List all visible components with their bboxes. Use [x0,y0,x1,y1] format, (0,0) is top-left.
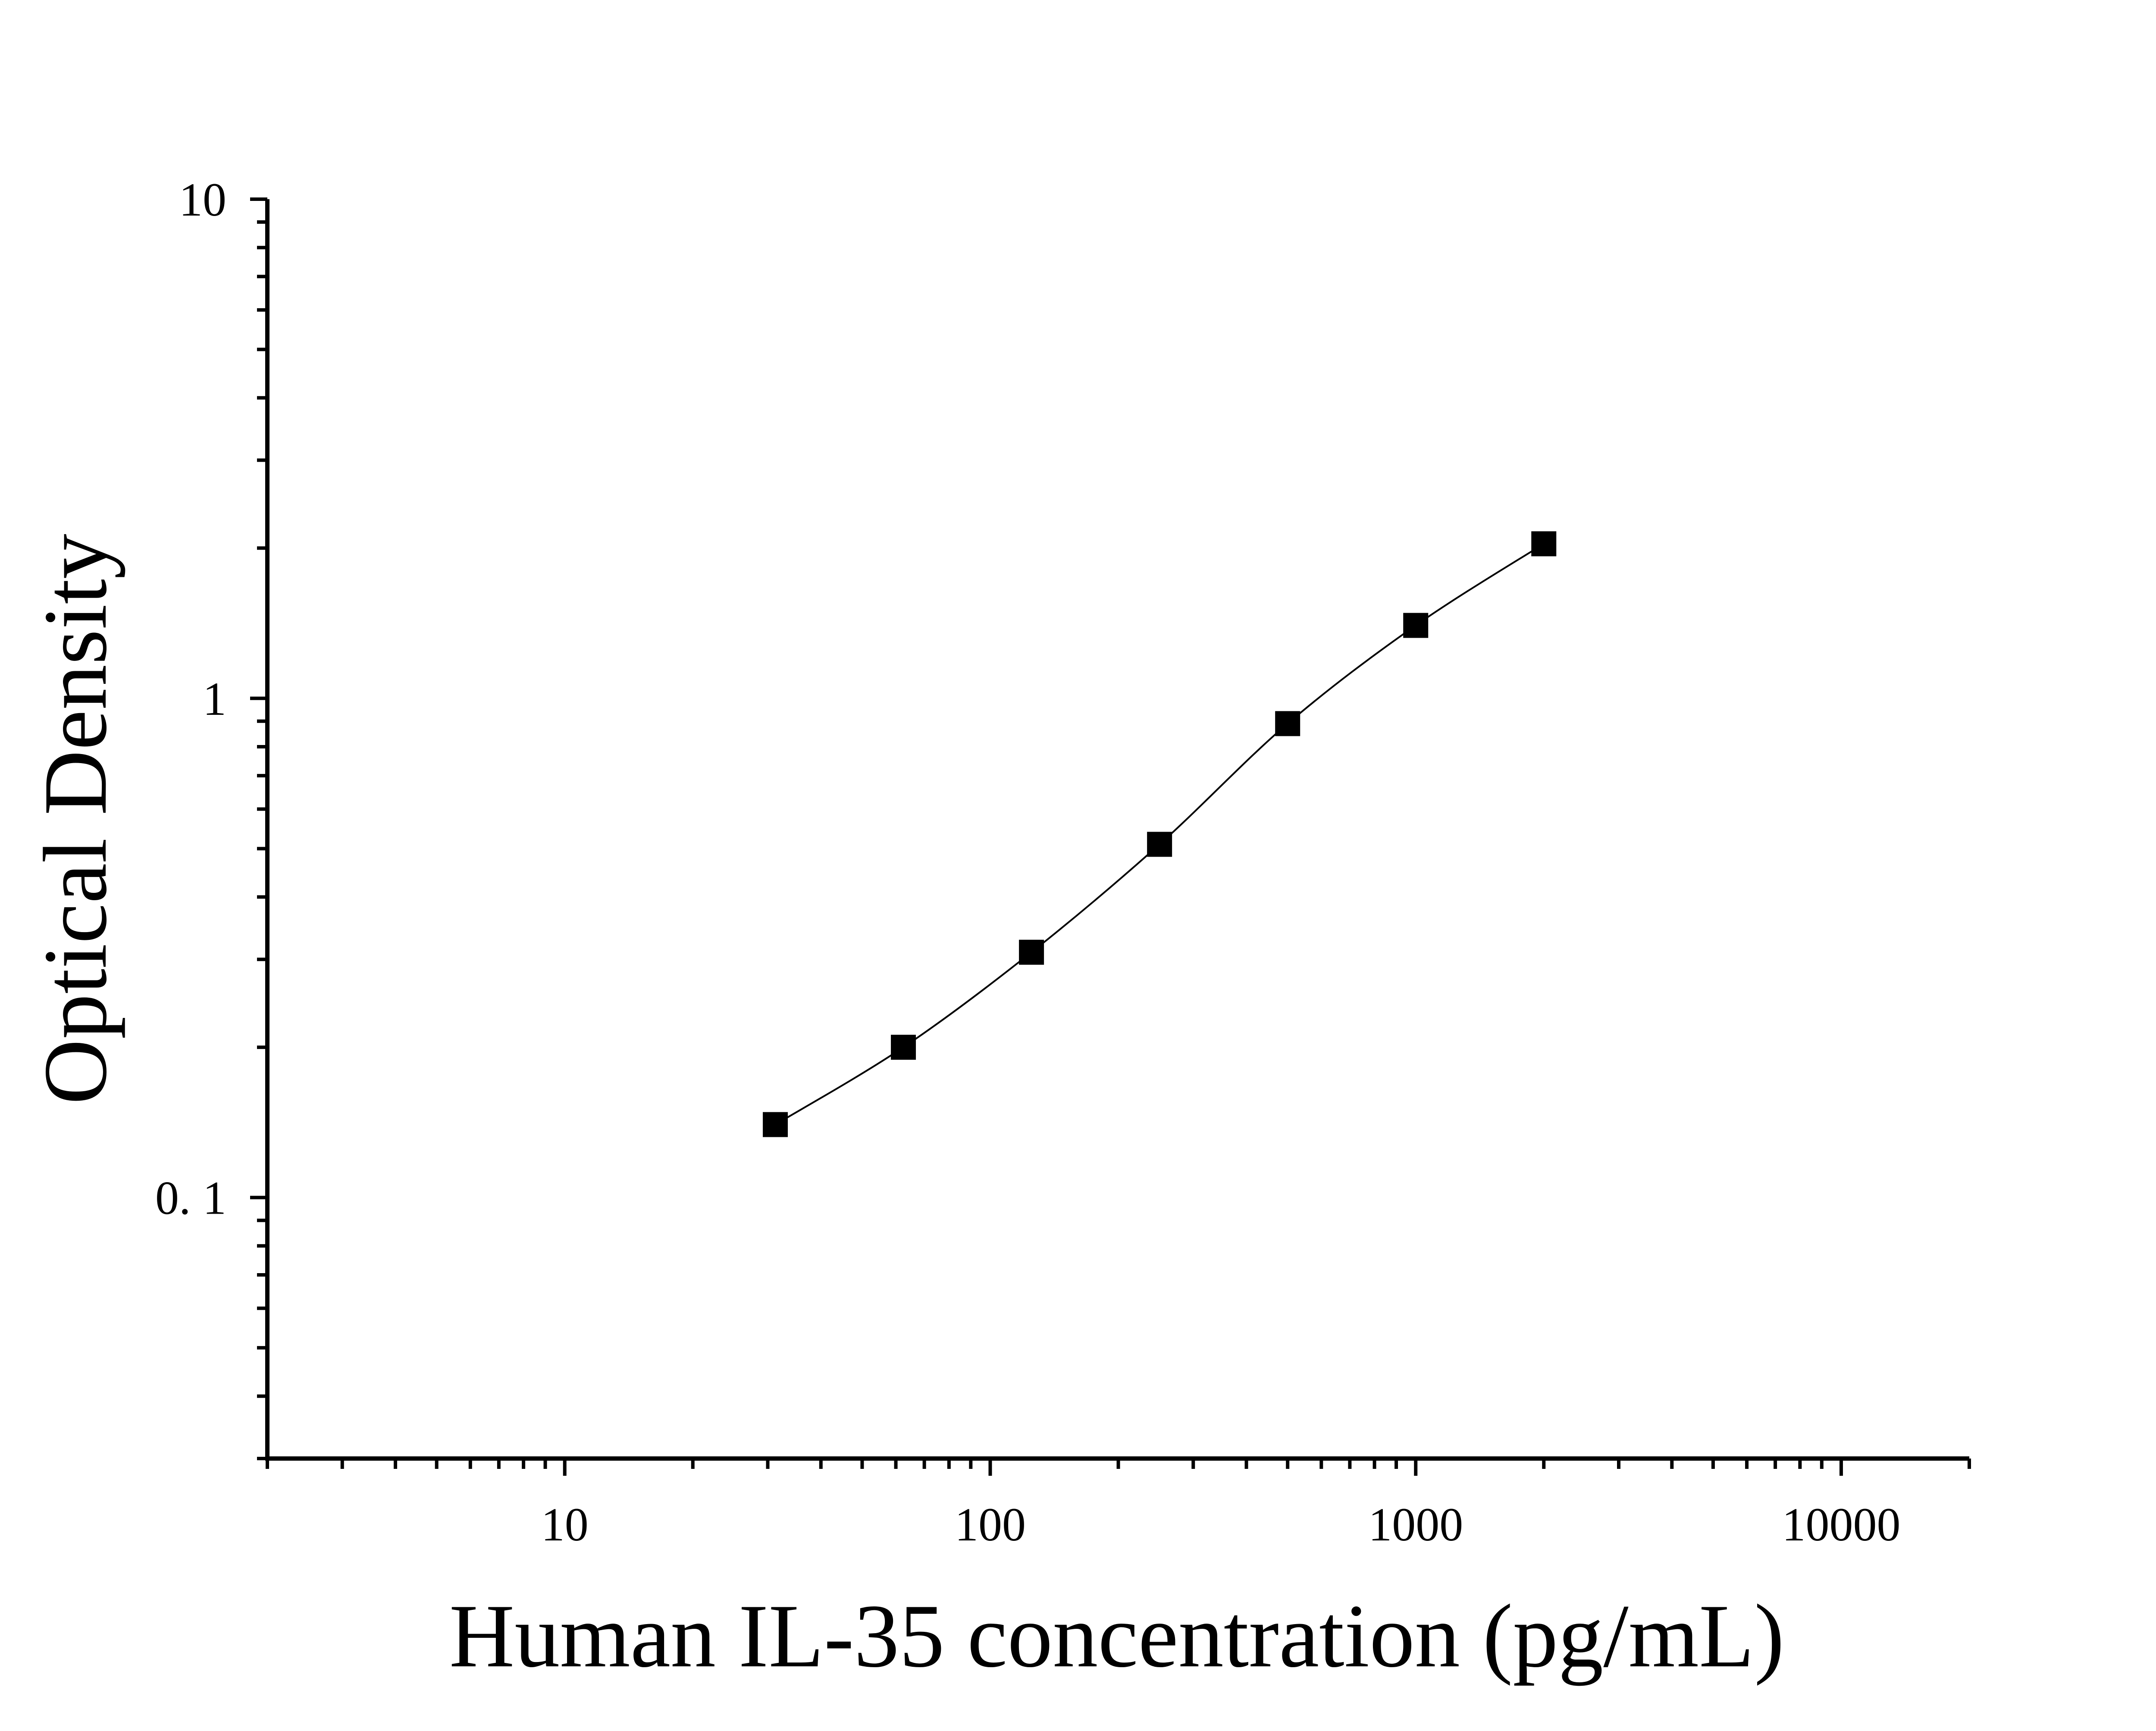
data-point [1531,531,1557,557]
data-point [891,1035,916,1060]
axes [265,199,1969,1461]
x-tick-label: 10 [541,1498,589,1551]
data-point [1147,832,1172,857]
x-tick-label: 100 [955,1498,1026,1551]
y-axis-title: Optical Density [25,534,125,1105]
x-tick-label: 10000 [1782,1498,1900,1551]
y-tick-label: 0. 1 [155,1172,226,1224]
data-point [1019,939,1044,965]
y-tick-label: 1 [203,673,226,725]
data-point [763,1112,788,1137]
x-axis-title: Human IL-35 concentration (pg/mL) [449,1586,1784,1686]
data-point [1403,613,1429,638]
ticks: 10 100 1000 10000 0. 1 1 10 [155,173,1971,1551]
y-tick-label: 10 [179,173,226,226]
data-points [763,531,1557,1137]
data-point [1275,711,1300,736]
x-tick-label: 1000 [1368,1498,1463,1551]
